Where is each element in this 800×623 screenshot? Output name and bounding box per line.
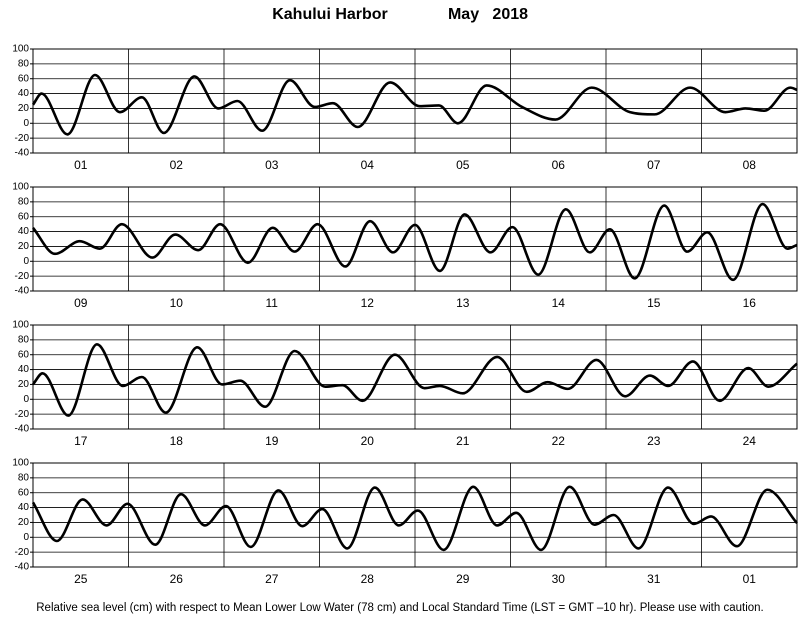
y-tick-label: -40 bbox=[15, 148, 30, 159]
x-tick-label: 19 bbox=[265, 434, 279, 448]
y-tick-label: 60 bbox=[18, 487, 30, 498]
x-tick-label: 16 bbox=[743, 296, 757, 310]
x-tick-label: 01 bbox=[74, 158, 88, 172]
x-tick-label: 10 bbox=[170, 296, 184, 310]
x-tick-label: 12 bbox=[361, 296, 375, 310]
y-tick-label: -20 bbox=[15, 133, 30, 144]
y-tick-label: -20 bbox=[15, 547, 30, 558]
footnote: Relative sea level (cm) with respect to … bbox=[36, 602, 763, 614]
tide-line bbox=[31, 202, 798, 282]
plot-frame bbox=[32, 186, 798, 292]
y-tick-label: 20 bbox=[18, 103, 30, 114]
x-tick-label: 25 bbox=[74, 572, 88, 586]
x-tick-label: 21 bbox=[456, 434, 470, 448]
x-tick-label: 23 bbox=[647, 434, 661, 448]
y-tick-label: 80 bbox=[18, 472, 30, 483]
y-tick-label: 40 bbox=[18, 88, 30, 99]
chart-title: Kahului Harbor bbox=[272, 6, 388, 23]
x-tick-label: 27 bbox=[265, 572, 279, 586]
y-tick-label: 80 bbox=[18, 196, 30, 207]
x-tick-label: 17 bbox=[74, 434, 88, 448]
x-tick-label: 01 bbox=[743, 572, 757, 586]
x-tick-label: 30 bbox=[552, 572, 566, 586]
x-tick-label: 15 bbox=[647, 296, 661, 310]
x-tick-label: 22 bbox=[552, 434, 566, 448]
plot-frame bbox=[32, 324, 798, 430]
x-tick-label: 06 bbox=[552, 158, 566, 172]
y-tick-label: 60 bbox=[18, 349, 30, 360]
y-tick-label: 0 bbox=[23, 394, 29, 405]
x-tick-label: 31 bbox=[647, 572, 661, 586]
y-tick-label: 0 bbox=[23, 118, 29, 129]
x-tick-label: 29 bbox=[456, 572, 470, 586]
y-tick-label: -40 bbox=[15, 562, 30, 573]
y-tick-label: 20 bbox=[18, 379, 30, 390]
y-tick-label: 100 bbox=[12, 458, 29, 469]
x-tick-label: 24 bbox=[743, 434, 757, 448]
y-tick-label: 0 bbox=[23, 256, 29, 267]
plot-frame bbox=[32, 462, 798, 568]
x-tick-label: 11 bbox=[266, 296, 279, 310]
y-tick-label: 40 bbox=[18, 226, 30, 237]
x-tick-label: 04 bbox=[361, 158, 375, 172]
y-tick-label: -40 bbox=[15, 286, 30, 297]
y-tick-label: 100 bbox=[12, 44, 29, 55]
y-tick-label: -20 bbox=[15, 409, 30, 420]
x-tick-label: 02 bbox=[170, 158, 184, 172]
y-tick-label: 40 bbox=[18, 502, 30, 513]
x-tick-label: 20 bbox=[361, 434, 375, 448]
tide-line bbox=[31, 343, 798, 417]
y-tick-label: 0 bbox=[23, 532, 29, 543]
x-tick-label: 03 bbox=[265, 158, 279, 172]
x-tick-label: 08 bbox=[743, 158, 757, 172]
y-tick-label: 40 bbox=[18, 364, 30, 375]
y-tick-label: 80 bbox=[18, 58, 30, 69]
y-tick-label: 60 bbox=[18, 211, 30, 222]
x-tick-label: 07 bbox=[647, 158, 661, 172]
y-tick-label: 60 bbox=[18, 73, 30, 84]
y-tick-label: 100 bbox=[12, 182, 29, 193]
plot-frame bbox=[32, 48, 798, 154]
x-tick-label: 13 bbox=[456, 296, 470, 310]
x-tick-label: 26 bbox=[170, 572, 184, 586]
x-tick-label: 18 bbox=[170, 434, 184, 448]
x-tick-label: 05 bbox=[456, 158, 470, 172]
tide-line bbox=[31, 485, 798, 552]
y-tick-label: 80 bbox=[18, 334, 30, 345]
x-tick-label: 28 bbox=[361, 572, 375, 586]
y-tick-label: 100 bbox=[12, 320, 29, 331]
y-tick-label: -40 bbox=[15, 424, 30, 435]
x-tick-label: 09 bbox=[74, 296, 88, 310]
x-tick-label: 14 bbox=[552, 296, 566, 310]
y-tick-label: 20 bbox=[18, 241, 30, 252]
y-tick-label: 20 bbox=[18, 517, 30, 528]
chart-subtitle: May 2018 bbox=[448, 6, 528, 23]
y-tick-label: -20 bbox=[15, 271, 30, 282]
tide-line bbox=[31, 73, 798, 136]
